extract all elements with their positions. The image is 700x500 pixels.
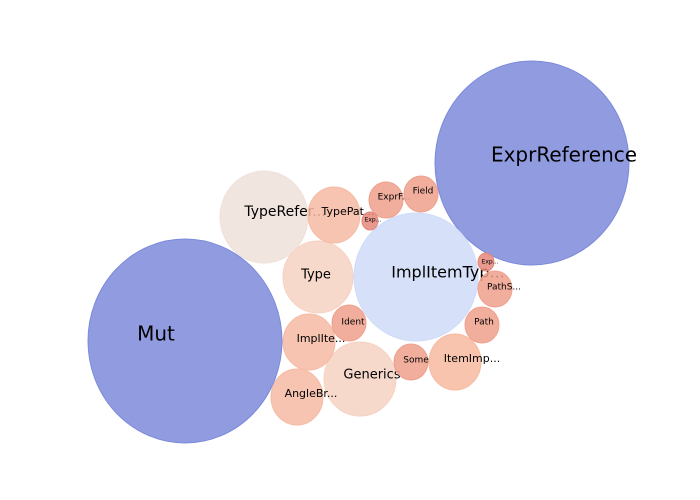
bubble-circle: [331, 304, 367, 342]
bubble-label: Ident: [341, 318, 365, 328]
bubble-circle: [323, 341, 397, 417]
bubble-field-15: Field: [403, 175, 439, 213]
bubble-circle: [368, 181, 404, 219]
bubble-mut-1: Mut: [87, 238, 283, 444]
bubble-itemimp-9: ItemImp...: [428, 333, 500, 391]
bubble-label: Some: [403, 356, 429, 366]
bubble-some-12: Some: [393, 343, 429, 381]
bubble-label: Exp...: [365, 217, 382, 224]
bubble-label: Path: [474, 318, 494, 328]
bubble-label: ExprReference: [491, 143, 637, 167]
bubble-exp-17: Exp...: [477, 252, 499, 272]
bubble-label: ImplIte...: [297, 332, 346, 345]
bubble-circle: [87, 238, 283, 444]
bubble-implite-6: ImplIte...: [282, 313, 346, 371]
bubble-label: PathS...: [487, 283, 521, 293]
bubble-exprreference-0: ExprReference: [434, 60, 637, 266]
bubble-label: Field: [413, 187, 434, 197]
bubble-circle: [403, 175, 439, 213]
bubble-label: Generics: [343, 368, 400, 383]
bubble-path-14: Path: [464, 306, 500, 344]
bubble-label: AngleBr...: [285, 387, 338, 400]
bubble-type-5: Type: [282, 240, 354, 314]
bubble-exp-16: Exp...: [361, 211, 382, 231]
bubble-label: Type: [300, 268, 331, 283]
bubble-generics-4: Generics: [323, 341, 401, 417]
bubble-label: TypePat...: [321, 205, 375, 218]
bubble-circle: [477, 270, 513, 308]
bubble-circle: [477, 252, 495, 272]
bubble-ident-10: Ident: [331, 304, 367, 342]
bubble-typerefer-3: TypeRefer...: [219, 170, 326, 264]
bubble-circle: [270, 368, 324, 426]
bubble-circle: [361, 211, 379, 231]
bubble-label: ItemImp...: [444, 352, 500, 365]
bubble-implitemtyp-2: ImplItemTyp...: [353, 212, 505, 342]
bubble-circle: [282, 313, 336, 371]
bubble-circle: [307, 186, 361, 244]
bubble-circle: [464, 306, 500, 344]
bubble-label: TypeRefer...: [243, 204, 325, 220]
bubble-typepat-7: TypePat...: [307, 186, 375, 244]
bubble-circle: [434, 60, 630, 266]
bubble-paths-13: PathS...: [477, 270, 521, 308]
bubble-circle: [428, 333, 482, 391]
bubble-circle: [282, 240, 354, 314]
bubble-exprf-11: ExprF...: [368, 181, 411, 219]
bubble-anglebr-8: AngleBr...: [270, 368, 338, 426]
bubble-label: ImplItemTyp...: [391, 263, 505, 282]
bubble-label: Exp...: [482, 259, 499, 266]
bubble-circle: [393, 343, 429, 381]
bubble-circle: [353, 212, 479, 342]
bubble-label: Mut: [137, 322, 175, 346]
bubble-label: ExprF...: [378, 193, 411, 203]
